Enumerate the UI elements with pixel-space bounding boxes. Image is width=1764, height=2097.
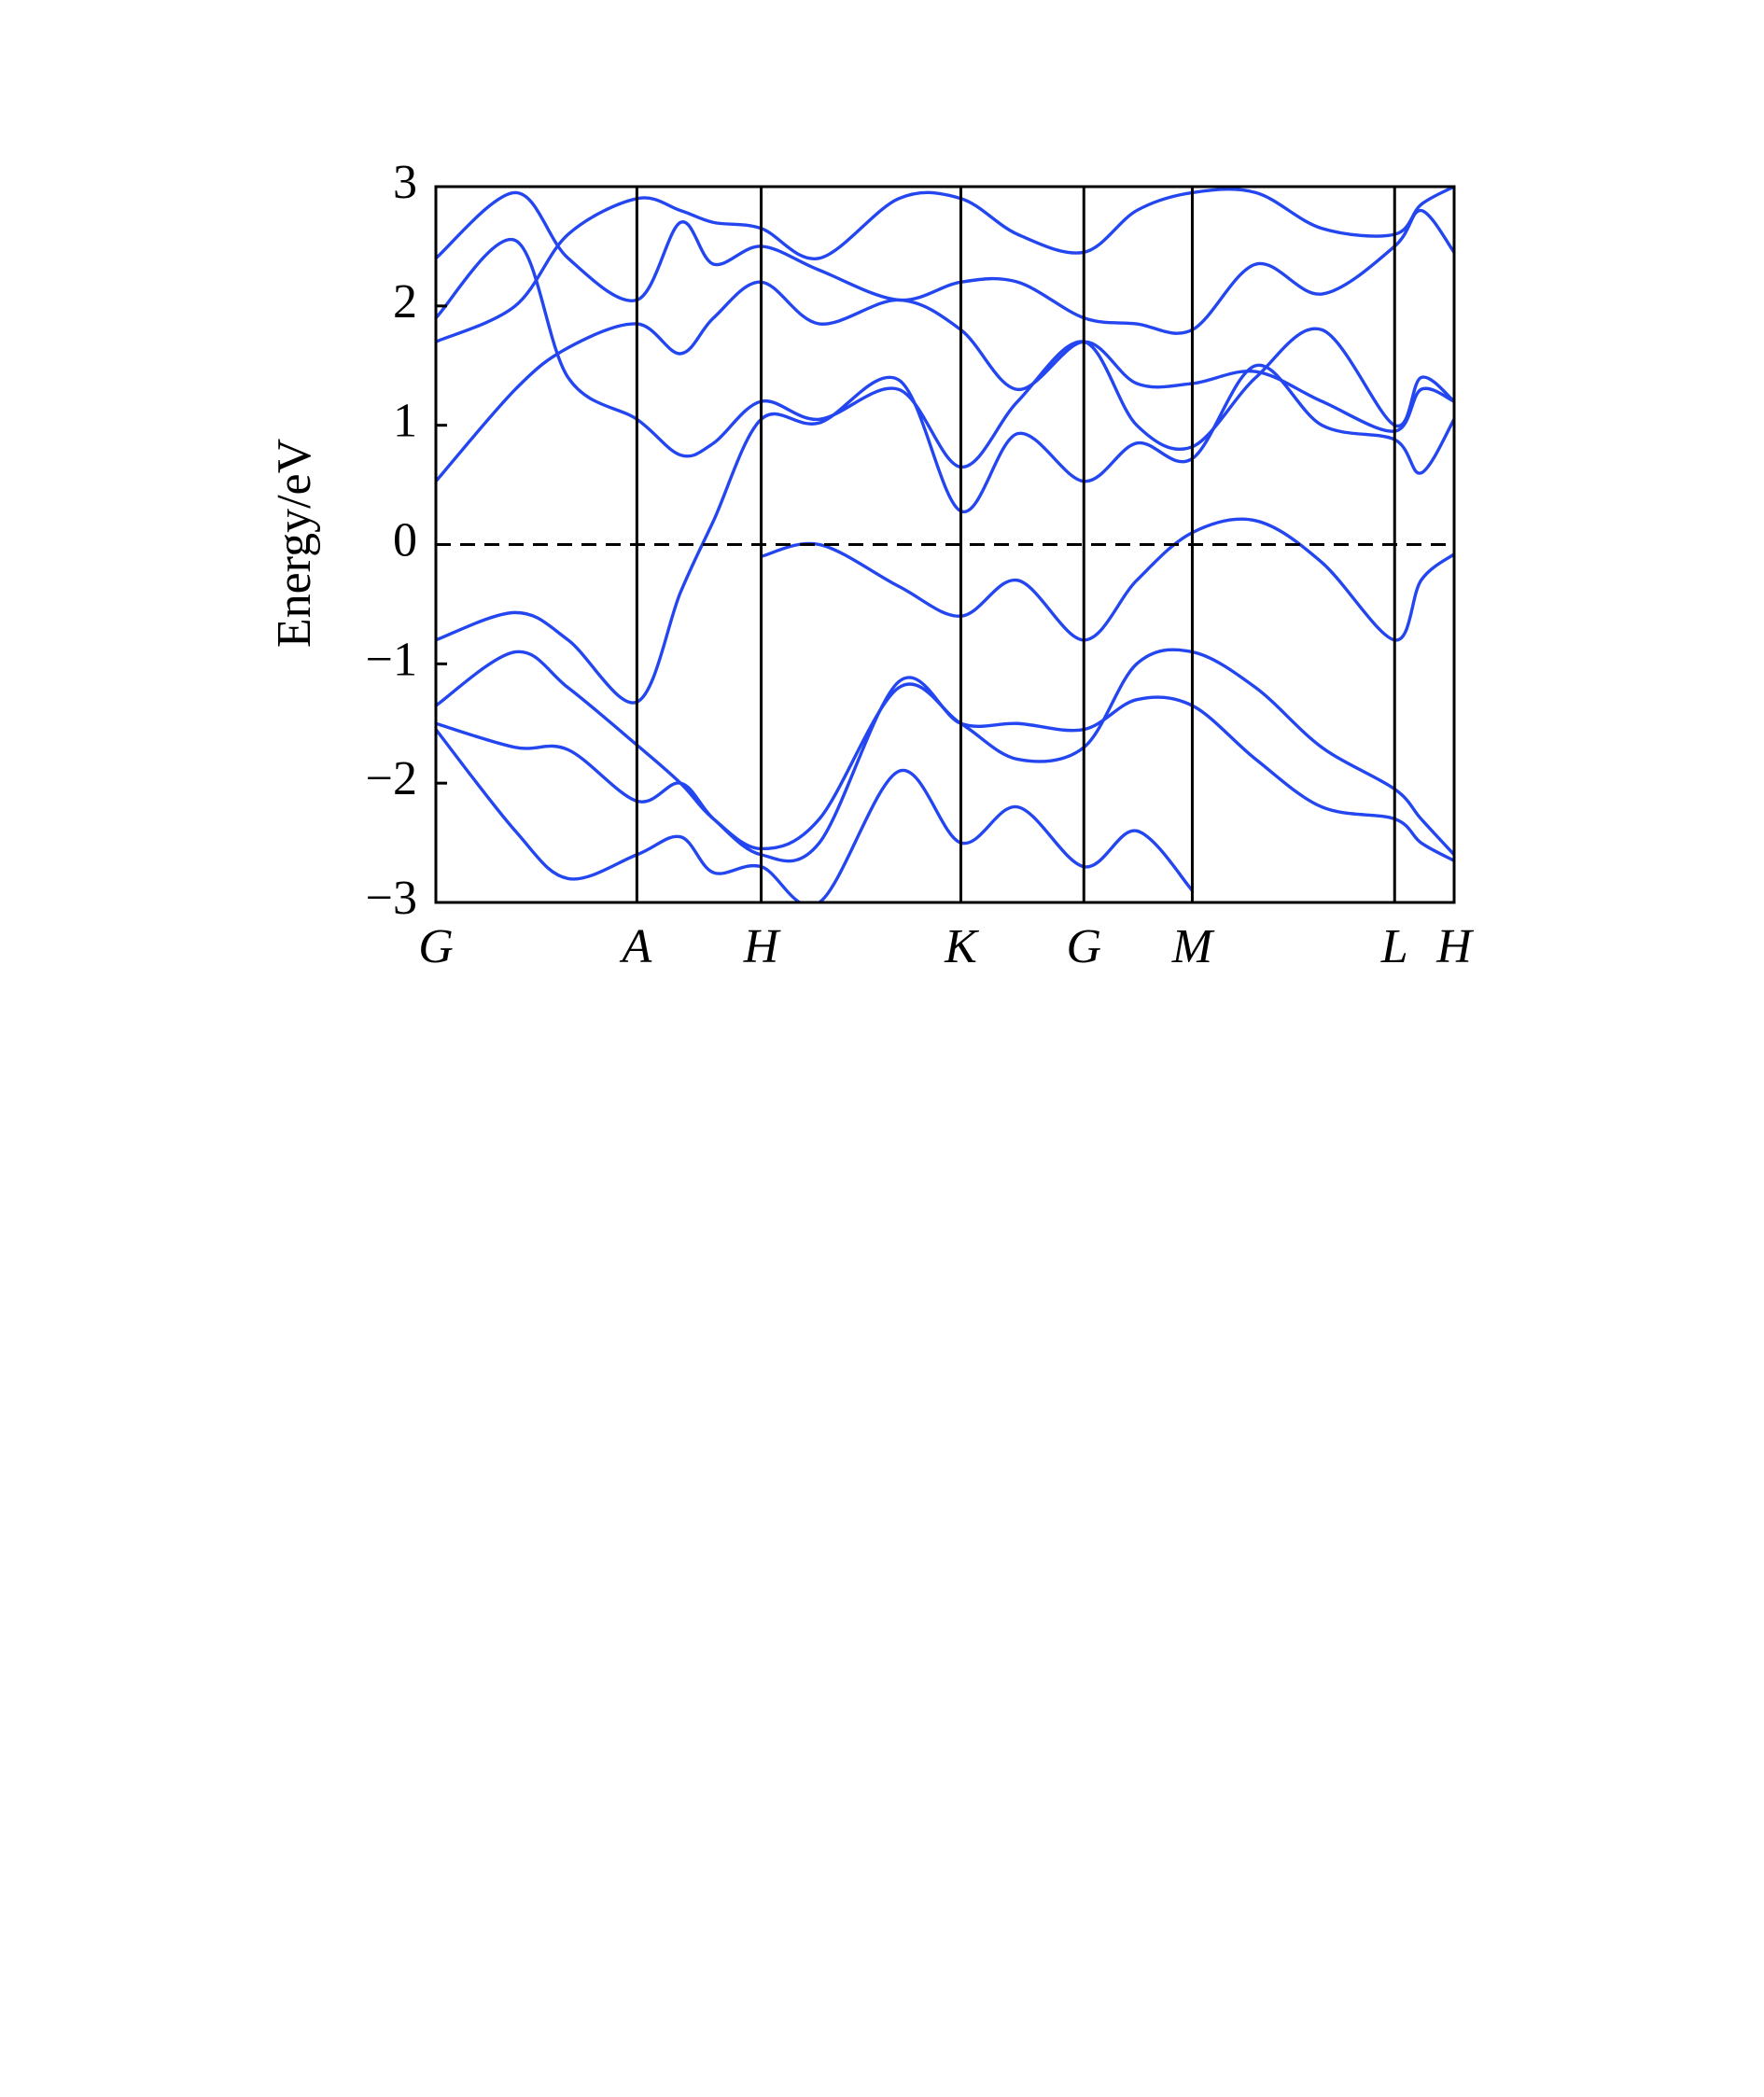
x-tick-label: G xyxy=(1066,920,1101,973)
band-line xyxy=(436,190,1454,335)
y-tick-label: 2 xyxy=(393,275,417,329)
x-tick-label: M xyxy=(1171,920,1215,973)
y-tick-label: −1 xyxy=(366,633,417,686)
band-line xyxy=(436,728,1194,902)
plot-frame xyxy=(434,185,1456,904)
band-line xyxy=(436,237,1454,469)
x-tick-label: H xyxy=(1435,920,1474,973)
y-tick-label: 0 xyxy=(393,513,417,566)
y-tick-label: −3 xyxy=(366,872,417,925)
plot-area xyxy=(436,187,1454,902)
x-tick-label: L xyxy=(1380,920,1408,973)
x-tick-label: G xyxy=(418,920,454,973)
y-tick-label: 3 xyxy=(393,156,417,209)
band-line xyxy=(761,517,1454,642)
x-tick-label: K xyxy=(944,920,979,973)
x-tick-label: H xyxy=(743,920,781,973)
band-line xyxy=(436,363,1454,705)
band-line xyxy=(436,187,1454,343)
y-tick-label: −2 xyxy=(366,752,417,805)
y-tick-label: 1 xyxy=(393,395,417,448)
x-tick-label: A xyxy=(619,920,651,973)
y-axis-label: Energy/eV xyxy=(268,439,321,648)
